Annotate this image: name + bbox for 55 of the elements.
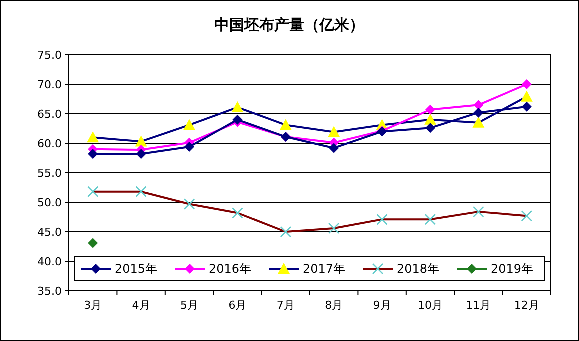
point (424, 214, 436, 226)
point (184, 119, 196, 130)
point (473, 206, 484, 218)
legend-label: 2016年 (209, 262, 252, 276)
xtick: 10月 (418, 299, 443, 312)
ytick: 50.0 (38, 196, 62, 210)
xtick: 12月 (514, 299, 540, 312)
point (522, 80, 532, 90)
ytick: 55.0 (38, 167, 62, 180)
ytick: 40.0 (38, 256, 62, 268)
ytick: 45.0 (38, 226, 62, 239)
point (87, 186, 99, 198)
point (184, 198, 196, 210)
point (232, 114, 243, 125)
point (87, 132, 100, 143)
xtick: 7月 (276, 299, 295, 312)
point (520, 90, 533, 102)
point (184, 142, 194, 152)
xtick: 5月 (180, 299, 198, 312)
point (424, 114, 436, 125)
point (522, 102, 532, 112)
point (521, 210, 533, 222)
legend-label: 2018年 (397, 262, 440, 276)
point (474, 108, 484, 118)
xtick: 6月 (228, 299, 247, 312)
point (472, 116, 485, 128)
point (232, 102, 244, 113)
point (136, 186, 147, 198)
point (328, 126, 340, 138)
ytick: 70.0 (38, 78, 62, 92)
point (474, 100, 484, 110)
point (88, 149, 98, 160)
legend-label: 2015年 (115, 262, 158, 276)
point (135, 136, 148, 147)
xtick: 9月 (373, 299, 392, 312)
legend-label: 2019年 (491, 262, 534, 276)
point (376, 214, 388, 226)
point (232, 207, 244, 219)
xtick: 11月 (466, 299, 492, 312)
point (136, 149, 146, 160)
ytick: 75.0 (38, 49, 62, 62)
point (280, 119, 292, 130)
xtick: 3月 (84, 299, 102, 312)
point (426, 123, 436, 134)
title: 中国坯布产量（亿米） (214, 16, 364, 34)
xtick: 4月 (132, 299, 150, 312)
ytick: 35.0 (38, 285, 62, 298)
ytick: 65.0 (38, 108, 62, 121)
point (280, 226, 292, 238)
ytick: 60.0 (38, 138, 62, 150)
xtick: 8月 (325, 299, 344, 312)
point (426, 104, 436, 115)
point (328, 222, 340, 234)
point (329, 143, 340, 154)
legend-label: 2017年 (303, 262, 346, 276)
